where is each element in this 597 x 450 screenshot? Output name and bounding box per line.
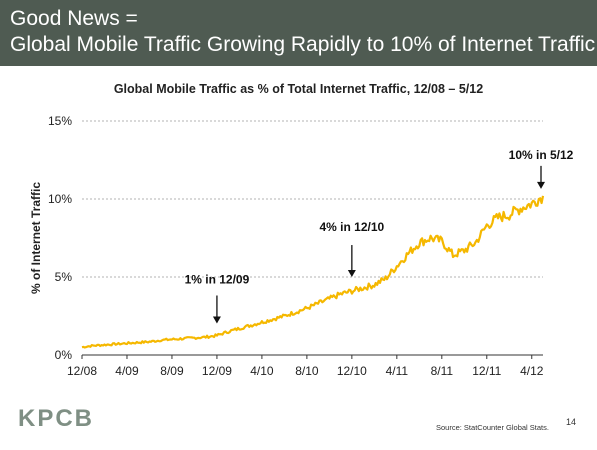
annotation-label: 4% in 12/10 — [319, 220, 384, 234]
x-tick-labels: 12/08 4/09 8/09 12/09 4/10 8/10 12/10 4/11 8/11 1… — [67, 355, 544, 378]
y-tick-label: 5% — [55, 270, 73, 284]
x-tick-label: 4/09 — [115, 364, 139, 378]
x-tick-label: 8/10 — [295, 364, 319, 378]
source-note: Source: StatCounter Global Stats. — [436, 423, 549, 432]
x-tick-label: 4/10 — [250, 364, 274, 378]
headline-line2: Global Mobile Traffic Growing Rapidly to… — [10, 33, 596, 56]
x-tick-label: 12/09 — [202, 364, 232, 378]
annotation-arrow-head — [347, 270, 356, 278]
x-tick-label: 4/12 — [520, 364, 544, 378]
series-line — [81, 195, 545, 349]
y-tick-label: 15% — [48, 114, 72, 128]
chart-title: Global Mobile Traffic as % of Total Inte… — [113, 82, 484, 96]
header-banner: Good News = Global Mobile Traffic Growin… — [0, 0, 597, 66]
annotation-label: 10% in 5/12 — [509, 148, 574, 162]
x-tick-label: 4/11 — [386, 364, 409, 378]
annotations: 1% in 12/09 4% in 12/10 10% in 5/12 — [185, 148, 574, 324]
y-axis-label: % of Internet Traffic — [29, 182, 43, 294]
y-tick-label: 10% — [48, 192, 72, 206]
kpcb-logo: KPCB — [18, 405, 95, 432]
y-tick-label: 0% — [55, 348, 73, 362]
annotation-arrow-head — [537, 181, 545, 189]
y-tick-labels: 0% 5% 10% 15% — [48, 114, 72, 362]
x-tick-label: 8/09 — [160, 364, 184, 378]
x-tick-label: 12/08 — [67, 364, 97, 378]
x-tick-label: 12/11 — [472, 364, 501, 378]
annotation-arrow-head — [212, 316, 221, 324]
annotation-label: 1% in 12/09 — [185, 273, 250, 287]
grid-lines — [82, 120, 543, 356]
page-number: 14 — [566, 417, 577, 427]
x-tick-label: 8/11 — [431, 364, 454, 378]
x-tick-label: 12/10 — [337, 364, 367, 378]
headline-line1: Good News = — [10, 7, 138, 30]
